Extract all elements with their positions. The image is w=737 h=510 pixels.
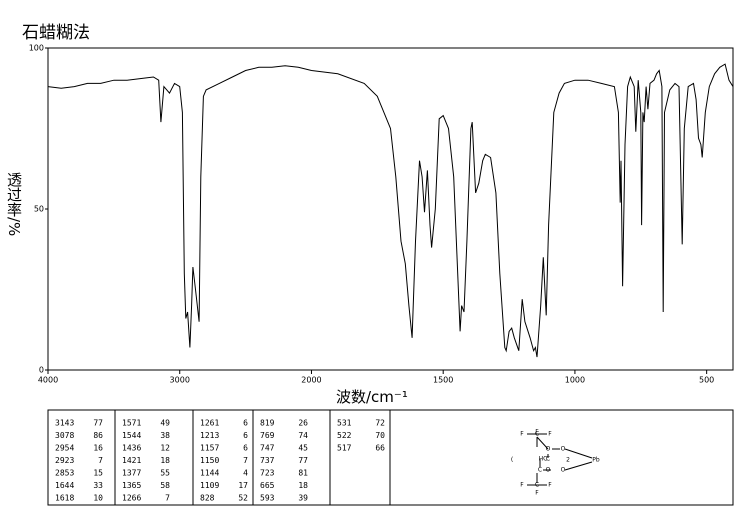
- peak-transmittance: 77: [298, 456, 308, 465]
- peak-wavenumber: 522: [337, 431, 352, 440]
- peak-wavenumber: 1261: [200, 419, 219, 428]
- atom-label: F: [535, 429, 539, 436]
- atom-label: O: [561, 446, 566, 453]
- peak-wavenumber: 737: [260, 456, 275, 465]
- peak-wavenumber: 1266: [122, 494, 141, 503]
- peak-wavenumber: 1377: [122, 469, 141, 478]
- atom-label: 2: [566, 457, 570, 464]
- atom-label: C: [546, 456, 550, 463]
- x-tick-label: 3000: [170, 376, 190, 385]
- peak-transmittance: 72: [375, 419, 385, 428]
- atom-label: O: [546, 446, 551, 453]
- spectrum-line: [47, 63, 734, 358]
- peak-transmittance: 7: [98, 456, 103, 465]
- atom-label: (: [511, 457, 513, 464]
- peak-wavenumber: 1109: [200, 481, 219, 490]
- x-tick-label: 500: [699, 376, 714, 385]
- peak-transmittance: 45: [298, 444, 308, 453]
- peak-wavenumber: 723: [260, 469, 275, 478]
- peak-wavenumber: 1150: [200, 456, 219, 465]
- peak-transmittance: 33: [93, 481, 103, 490]
- peak-transmittance: 6: [243, 444, 248, 453]
- atom-label: Pb: [592, 457, 600, 464]
- peak-wavenumber: 665: [260, 481, 275, 490]
- x-tick-label: 1000: [565, 376, 585, 385]
- peak-transmittance: 70: [375, 431, 385, 440]
- atom-label: F: [535, 490, 539, 497]
- peak-transmittance: 52: [238, 494, 248, 503]
- peak-transmittance: 15: [93, 469, 103, 478]
- peak-transmittance: 4: [243, 469, 248, 478]
- atom-label: F: [520, 482, 524, 489]
- atom-label: F: [520, 431, 524, 438]
- atom-label: F: [548, 482, 552, 489]
- x-tick-label: 2000: [301, 376, 321, 385]
- peak-wavenumber: 3078: [55, 431, 74, 440]
- y-tick-label: 50: [34, 205, 44, 214]
- peak-wavenumber: 2954: [55, 444, 74, 453]
- atom-label: O: [561, 467, 566, 474]
- peak-transmittance: 86: [93, 431, 103, 440]
- peak-transmittance: 18: [160, 456, 170, 465]
- peak-transmittance: 7: [165, 494, 170, 503]
- peak-wavenumber: 769: [260, 431, 275, 440]
- peak-transmittance: 55: [160, 469, 170, 478]
- peak-wavenumber: 1365: [122, 481, 141, 490]
- peak-transmittance: 16: [93, 444, 103, 453]
- peak-transmittance: 12: [160, 444, 170, 453]
- peak-transmittance: 77: [93, 419, 103, 428]
- atom-label: C: [538, 467, 542, 474]
- peak-wavenumber: 1571: [122, 419, 141, 428]
- x-tick-label: 1500: [433, 376, 453, 385]
- structure-bonds: [527, 433, 593, 486]
- peak-transmittance: 38: [160, 431, 170, 440]
- peak-transmittance: 17: [238, 481, 248, 490]
- peak-wavenumber: 593: [260, 494, 275, 503]
- peak-transmittance: 26: [298, 419, 308, 428]
- peak-wavenumber: 819: [260, 419, 275, 428]
- y-axis-label: 透过率/%: [5, 172, 23, 237]
- peak-wavenumber: 828: [200, 494, 215, 503]
- peak-wavenumber: 531: [337, 419, 352, 428]
- x-tick-label: 4000: [38, 376, 58, 385]
- peak-wavenumber: 2853: [55, 469, 74, 478]
- peak-wavenumber: 1544: [122, 431, 141, 440]
- peak-transmittance: 74: [298, 431, 308, 440]
- peak-transmittance: 7: [243, 456, 248, 465]
- atom-label: C: [535, 431, 539, 438]
- peak-transmittance: 18: [298, 481, 308, 490]
- chart-title: 石蜡糊法: [22, 23, 90, 43]
- y-tick-label: 0: [39, 366, 44, 375]
- peak-wavenumber: 747: [260, 444, 275, 453]
- peak-wavenumber: 1644: [55, 481, 74, 490]
- peak-wavenumber: 1421: [122, 456, 141, 465]
- peak-transmittance: 81: [298, 469, 308, 478]
- plot-frame: [47, 47, 734, 371]
- peak-wavenumber: 2923: [55, 456, 74, 465]
- peak-wavenumber: 517: [337, 444, 352, 453]
- peak-transmittance: 66: [375, 444, 385, 453]
- atom-label: HC: [539, 456, 548, 463]
- atom-label: F: [548, 431, 552, 438]
- peak-transmittance: 49: [160, 419, 170, 428]
- x-axis-label: 波数/cm⁻¹: [336, 388, 408, 406]
- peak-wavenumber: 1144: [200, 469, 219, 478]
- peak-wavenumber: 3143: [55, 419, 74, 428]
- y-tick-label: 100: [29, 44, 44, 53]
- peak-transmittance: 6: [243, 431, 248, 440]
- peak-transmittance: 39: [298, 494, 308, 503]
- peak-transmittance: 58: [160, 481, 170, 490]
- peak-wavenumber: 1213: [200, 431, 219, 440]
- peak-transmittance: 10: [93, 494, 103, 503]
- peak-wavenumber: 1436: [122, 444, 141, 453]
- peak-transmittance: 6: [243, 419, 248, 428]
- atom-label: O: [546, 467, 551, 474]
- peak-wavenumber: 1157: [200, 444, 219, 453]
- peak-wavenumber: 1618: [55, 494, 74, 503]
- atom-label: C: [535, 482, 539, 489]
